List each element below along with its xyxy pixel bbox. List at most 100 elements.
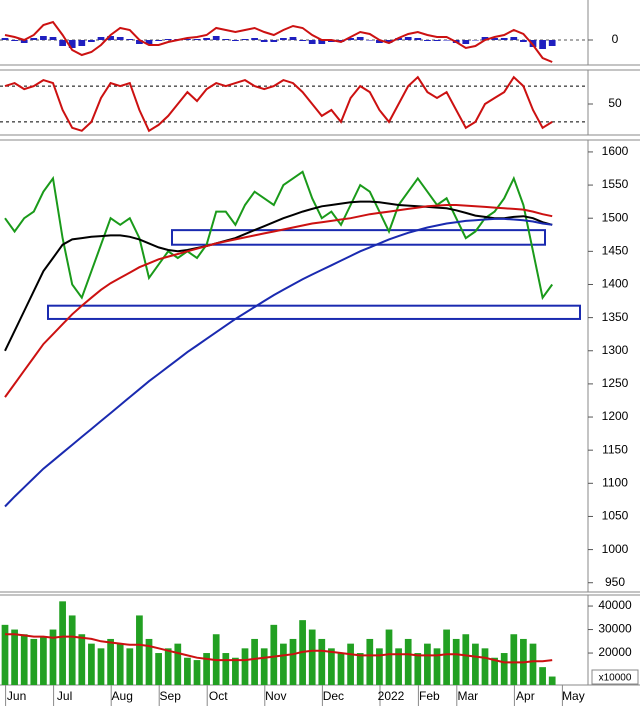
y-tick-label: 1500 <box>602 210 629 224</box>
bar <box>203 653 210 685</box>
bar <box>280 38 287 40</box>
bar <box>40 36 47 40</box>
x-tick-label: Nov <box>265 689 286 703</box>
x-tick-label: Jul <box>57 689 72 703</box>
bar <box>59 601 66 685</box>
x-tick-label: Aug <box>112 689 133 703</box>
bar <box>328 648 335 685</box>
y-tick-label: 40000 <box>598 598 632 612</box>
bar <box>222 39 230 40</box>
unit-label: x10000 <box>599 673 632 684</box>
line <box>4 20 553 63</box>
bar <box>260 40 268 42</box>
bar <box>395 648 402 685</box>
bar <box>49 629 57 685</box>
bar <box>116 643 124 685</box>
bar <box>404 37 412 40</box>
bar <box>433 648 441 685</box>
bar <box>500 38 508 40</box>
bar <box>11 40 18 41</box>
bar <box>318 638 326 685</box>
bar <box>107 638 114 685</box>
bar <box>548 676 556 685</box>
bar <box>308 629 316 685</box>
bar <box>145 638 153 685</box>
bar <box>260 648 268 685</box>
bar <box>49 37 57 40</box>
line <box>5 633 553 664</box>
bar <box>539 667 546 685</box>
y-tick-label: 1050 <box>602 509 629 523</box>
bar <box>1 38 9 40</box>
bar <box>472 643 479 685</box>
bar <box>491 657 498 685</box>
y-tick-label: 1600 <box>602 144 629 158</box>
bar <box>452 638 460 685</box>
y-tick-label: 50 <box>608 96 622 110</box>
bar <box>97 648 105 685</box>
y-tick-label: 20000 <box>598 645 632 659</box>
bar <box>203 38 210 40</box>
y-tick-label: 0 <box>612 32 619 46</box>
zone <box>171 229 546 246</box>
bar <box>433 40 441 41</box>
bar <box>443 40 450 41</box>
bar <box>126 648 134 685</box>
unit-box <box>591 669 639 685</box>
y-tick-label: 1100 <box>602 475 628 489</box>
bar <box>174 643 182 685</box>
bar <box>164 39 172 40</box>
bar <box>376 40 383 43</box>
bar <box>193 660 201 685</box>
bar <box>184 657 191 685</box>
bar <box>548 40 556 46</box>
bar <box>376 648 383 685</box>
bar <box>424 643 431 685</box>
bar <box>443 629 450 685</box>
bar <box>491 38 498 40</box>
y-tick-label: 1550 <box>602 177 629 191</box>
bar <box>97 37 105 40</box>
bar <box>20 634 28 685</box>
zone <box>47 304 581 320</box>
x-tick-label: May <box>562 689 585 703</box>
bar <box>500 653 508 685</box>
bar <box>462 634 470 685</box>
y-tick-label: 1300 <box>602 343 629 357</box>
y-tick-label: 30000 <box>598 622 632 636</box>
line <box>4 170 554 301</box>
bar <box>539 40 546 49</box>
y-tick-label: 1400 <box>602 277 629 291</box>
y-tick-label: 1350 <box>602 310 629 324</box>
bar <box>222 653 230 685</box>
bar <box>270 624 278 685</box>
bar <box>366 638 374 685</box>
bar <box>414 38 422 40</box>
bar <box>107 36 114 40</box>
bar <box>356 37 364 40</box>
line <box>4 204 553 398</box>
x-tick-label: Mar <box>457 689 478 703</box>
bar <box>78 634 86 685</box>
bar <box>289 37 297 40</box>
bar <box>462 40 470 44</box>
bar <box>251 638 258 685</box>
bar <box>289 638 297 685</box>
bar <box>280 643 287 685</box>
bar <box>20 40 28 43</box>
bar <box>212 36 220 40</box>
line <box>4 200 553 352</box>
x-tick-label: Dec <box>323 689 344 703</box>
x-tick-label: 2022 <box>378 689 405 703</box>
bar <box>385 40 393 43</box>
bar <box>308 40 316 44</box>
line <box>4 75 553 133</box>
bar <box>520 40 527 42</box>
bar <box>40 636 47 685</box>
bar <box>318 40 326 44</box>
bar <box>232 657 239 685</box>
x-tick-label: Apr <box>516 689 535 703</box>
